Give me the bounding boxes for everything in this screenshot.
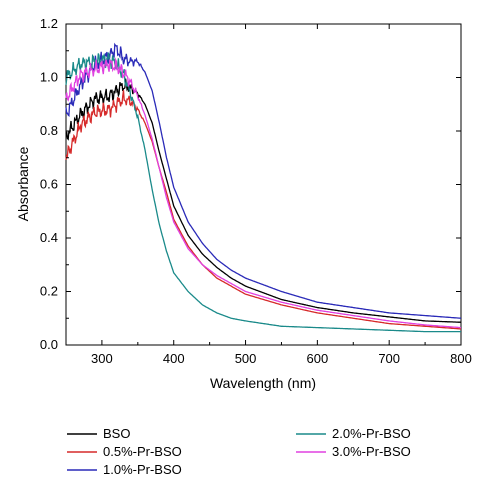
y-tick-label: 0.8	[40, 123, 58, 138]
legend-label: 3.0%-Pr-BSO	[332, 444, 411, 459]
x-tick-label: 300	[91, 351, 113, 366]
x-tick-label: 700	[378, 351, 400, 366]
x-axis: 300 400 500 600 700 800	[65, 24, 472, 366]
x-tick-label: 400	[163, 351, 185, 366]
series-line	[65, 90, 461, 330]
x-tick-label: 600	[307, 351, 329, 366]
series-line	[65, 78, 462, 323]
series-layer	[65, 42, 462, 333]
y-tick-label: 0.6	[40, 177, 58, 192]
legend-label: 0.5%-Pr-BSO	[103, 444, 182, 459]
x-tick-label: 500	[235, 351, 257, 366]
x-tick-label: 800	[450, 351, 472, 366]
y-tick-label: 0.4	[40, 230, 58, 245]
legend-label: 2.0%-Pr-BSO	[332, 426, 411, 441]
x-axis-title: Wavelength (nm)	[210, 375, 316, 391]
series-line	[65, 42, 462, 319]
y-tick-label: 0.0	[40, 337, 58, 352]
y-axis-title: Absorbance	[15, 146, 31, 221]
series-line	[65, 57, 461, 329]
y-tick-label: 1.2	[40, 16, 58, 31]
legend-label: BSO	[103, 426, 130, 441]
y-tick-label: 1.0	[40, 70, 58, 85]
legend-label: 1.0%-Pr-BSO	[103, 462, 182, 477]
y-axis: 0.0 0.2 0.4 0.6 0.8 1.0 1.2	[40, 16, 461, 352]
legend: BSO 0.5%-Pr-BSO 1.0%-Pr-BSO 2.0%-Pr-BSO 3.0%…	[67, 426, 411, 477]
series-line	[65, 52, 461, 333]
y-tick-label: 0.2	[40, 284, 58, 299]
